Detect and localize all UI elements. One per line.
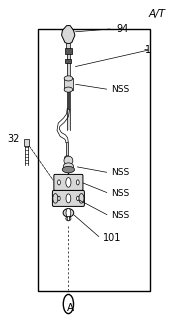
Text: 101: 101 <box>103 233 121 244</box>
Ellipse shape <box>64 156 73 165</box>
Bar <box>65 59 71 63</box>
Circle shape <box>77 196 79 201</box>
Ellipse shape <box>63 209 74 217</box>
Ellipse shape <box>79 194 84 203</box>
Circle shape <box>66 208 71 217</box>
Circle shape <box>58 180 60 185</box>
Text: 1: 1 <box>145 44 152 55</box>
Ellipse shape <box>66 216 71 221</box>
Polygon shape <box>62 26 75 44</box>
Ellipse shape <box>63 163 74 170</box>
Ellipse shape <box>64 87 73 92</box>
Circle shape <box>76 180 79 185</box>
Circle shape <box>58 196 60 201</box>
Text: 32: 32 <box>7 134 19 144</box>
Bar <box>38 29 150 291</box>
Bar <box>66 142 68 157</box>
Text: NSS: NSS <box>111 85 129 94</box>
Circle shape <box>66 178 71 187</box>
Text: NSS: NSS <box>111 189 129 198</box>
Circle shape <box>63 294 74 314</box>
Text: NSS: NSS <box>111 168 129 177</box>
Bar <box>24 139 29 146</box>
Ellipse shape <box>53 194 58 203</box>
Bar <box>68 90 69 109</box>
Bar <box>66 43 70 49</box>
Ellipse shape <box>65 156 69 160</box>
Text: 94: 94 <box>116 24 129 34</box>
Text: A/T: A/T <box>149 9 166 20</box>
Bar <box>65 48 72 54</box>
Bar <box>67 49 70 130</box>
Text: A: A <box>67 303 74 313</box>
FancyBboxPatch shape <box>52 190 84 206</box>
Ellipse shape <box>62 166 75 173</box>
Circle shape <box>67 216 70 221</box>
Bar <box>64 78 73 90</box>
Ellipse shape <box>64 76 73 81</box>
Circle shape <box>66 194 71 203</box>
FancyBboxPatch shape <box>54 174 83 190</box>
Text: NSS: NSS <box>111 212 129 220</box>
